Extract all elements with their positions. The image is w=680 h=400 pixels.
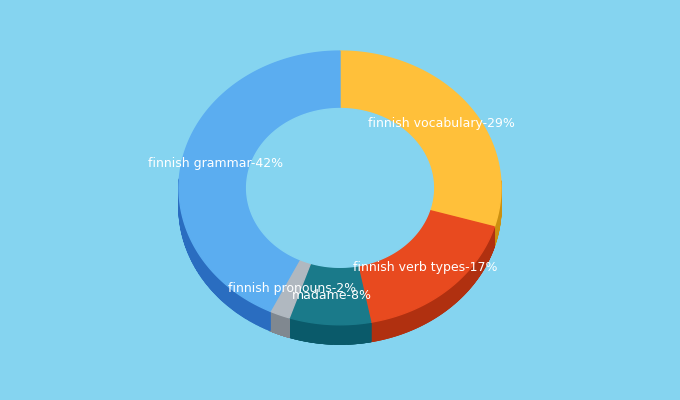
Polygon shape: [358, 210, 494, 322]
Polygon shape: [295, 258, 296, 277]
Polygon shape: [270, 260, 311, 318]
Polygon shape: [232, 289, 233, 310]
Polygon shape: [224, 283, 226, 304]
Polygon shape: [251, 302, 252, 322]
Text: finnish grammar-42%: finnish grammar-42%: [148, 157, 284, 170]
Text: finnish pronouns-2%: finnish pronouns-2%: [228, 282, 356, 295]
Polygon shape: [289, 254, 290, 274]
Polygon shape: [247, 108, 433, 267]
Polygon shape: [222, 282, 224, 302]
Polygon shape: [203, 260, 204, 280]
Polygon shape: [234, 291, 235, 311]
Polygon shape: [244, 298, 245, 318]
Polygon shape: [233, 290, 234, 310]
Polygon shape: [226, 285, 228, 305]
Polygon shape: [208, 266, 209, 286]
Polygon shape: [179, 51, 340, 311]
Polygon shape: [262, 308, 264, 328]
Polygon shape: [287, 253, 288, 273]
Polygon shape: [298, 259, 299, 278]
Polygon shape: [209, 268, 210, 288]
Polygon shape: [243, 297, 244, 317]
Polygon shape: [260, 307, 261, 326]
Polygon shape: [239, 295, 241, 315]
Polygon shape: [249, 301, 250, 321]
Polygon shape: [293, 256, 294, 276]
Polygon shape: [255, 304, 256, 324]
Polygon shape: [267, 310, 269, 330]
Polygon shape: [242, 296, 243, 316]
Polygon shape: [199, 255, 200, 275]
Polygon shape: [235, 292, 236, 312]
Polygon shape: [294, 257, 295, 277]
Polygon shape: [265, 309, 267, 329]
Polygon shape: [269, 311, 270, 330]
Polygon shape: [202, 258, 203, 278]
Polygon shape: [258, 306, 260, 326]
Polygon shape: [248, 300, 249, 320]
Polygon shape: [218, 278, 220, 298]
Polygon shape: [340, 51, 501, 227]
Polygon shape: [213, 272, 214, 292]
Polygon shape: [297, 258, 298, 278]
Polygon shape: [264, 308, 265, 328]
Polygon shape: [231, 288, 232, 308]
Polygon shape: [204, 261, 205, 281]
Polygon shape: [201, 257, 202, 277]
Text: madame-8%: madame-8%: [292, 289, 372, 302]
Polygon shape: [296, 258, 297, 278]
Polygon shape: [292, 256, 293, 276]
Polygon shape: [207, 265, 208, 286]
Polygon shape: [210, 269, 211, 290]
Polygon shape: [200, 256, 201, 276]
Polygon shape: [252, 303, 254, 323]
Polygon shape: [214, 273, 215, 293]
Polygon shape: [228, 287, 230, 307]
Polygon shape: [212, 271, 213, 292]
Polygon shape: [236, 292, 237, 313]
Polygon shape: [261, 307, 262, 327]
Polygon shape: [220, 280, 222, 300]
Polygon shape: [286, 253, 287, 273]
Polygon shape: [245, 298, 246, 319]
Polygon shape: [205, 263, 206, 284]
Polygon shape: [285, 252, 286, 272]
Polygon shape: [254, 304, 255, 324]
Polygon shape: [198, 252, 199, 273]
Polygon shape: [206, 264, 207, 284]
Polygon shape: [289, 263, 371, 325]
Text: finnish verb types-17%: finnish verb types-17%: [353, 262, 498, 274]
Polygon shape: [215, 274, 216, 294]
Polygon shape: [288, 254, 289, 274]
Polygon shape: [246, 299, 248, 319]
Polygon shape: [291, 256, 292, 275]
Polygon shape: [216, 275, 217, 295]
Polygon shape: [241, 296, 242, 316]
Polygon shape: [237, 293, 239, 313]
Polygon shape: [211, 270, 212, 290]
Polygon shape: [250, 302, 251, 322]
Text: finnish vocabulary-29%: finnish vocabulary-29%: [369, 117, 515, 130]
Polygon shape: [230, 288, 231, 308]
Polygon shape: [217, 276, 218, 296]
Polygon shape: [256, 305, 258, 325]
Polygon shape: [290, 255, 291, 275]
